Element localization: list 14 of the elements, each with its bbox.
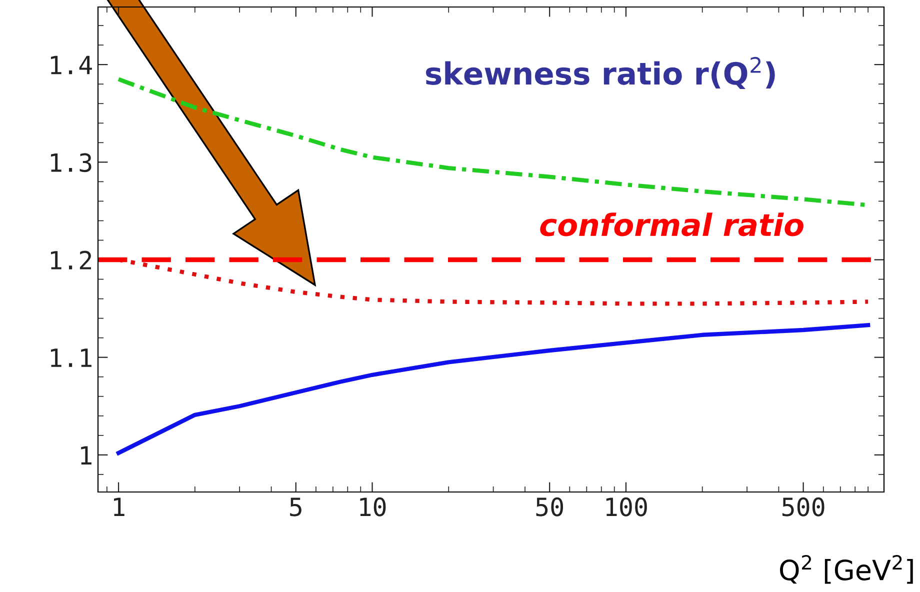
x-tick-label: 1: [114, 498, 124, 516]
y-tick-label: 1.3: [50, 153, 92, 172]
x-tick-label: 100: [606, 497, 647, 516]
x-tick-label: 50: [536, 497, 564, 516]
x-tick-label: 10: [360, 497, 386, 516]
annotation: skewness ratio r(Q$^{2}$): [426, 56, 775, 89]
y-tick-label: 1: [81, 446, 92, 464]
x-tick-label: 5: [290, 498, 302, 516]
x-tick-label: 500: [782, 497, 824, 516]
y-tick-label: 1.2: [50, 250, 92, 270]
y-tick-label: 1.1: [50, 348, 92, 367]
x-axis-title: Q$^{2}$ [GeV$^{2}$]: [780, 555, 913, 584]
ref-line-label: conformal ratio: [540, 212, 804, 236]
y-tick-label: 1.4: [50, 56, 92, 74]
